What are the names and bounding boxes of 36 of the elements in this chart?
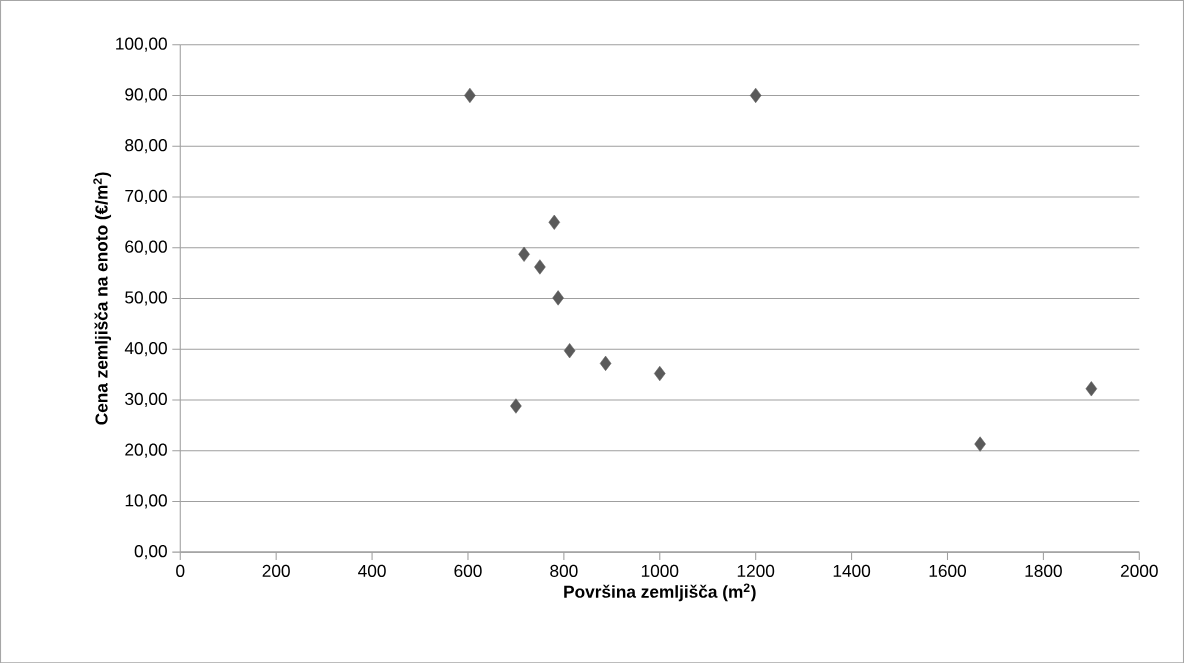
- x-tick-label: 400: [358, 564, 386, 577]
- x-axis-title: Površina zemljišča (m$^{2}$): [564, 583, 756, 602]
- point: [654, 365, 666, 381]
- y-tick-label: 30,00: [125, 392, 167, 407]
- y-tick-label: 70,00: [125, 189, 167, 204]
- point: [749, 87, 762, 103]
- point: [510, 398, 522, 414]
- point: [548, 214, 561, 230]
- y-tick-label: 10,00: [125, 494, 167, 509]
- x-tick-label: 1000: [641, 564, 679, 577]
- point: [464, 87, 476, 103]
- point: [1085, 381, 1098, 397]
- x-tick-label: 1600: [929, 564, 967, 577]
- point: [534, 259, 546, 275]
- x-tick-label: 1800: [1025, 564, 1062, 577]
- x-tick-label: 2000: [1120, 564, 1158, 577]
- point: [552, 290, 564, 306]
- x-tick-label: 800: [550, 564, 578, 577]
- x-tick-label: 600: [454, 564, 482, 577]
- point: [974, 436, 986, 452]
- y-tick-label: 90,00: [125, 88, 167, 103]
- y-tick-label: 20,00: [125, 443, 167, 458]
- point: [599, 355, 612, 371]
- y-tick-label: 50,00: [125, 291, 167, 306]
- y-tick-label: 40,00: [124, 341, 167, 357]
- y-tick-label: 0,00: [134, 544, 167, 560]
- x-tick-label: 0: [176, 564, 185, 577]
- y-tick-label: 100,00: [116, 37, 167, 52]
- y-axis-title: Cena zemljišča na enoto (€/m$^{2}$): [93, 172, 112, 425]
- y-tick-label: 80,00: [125, 138, 167, 154]
- point: [518, 246, 530, 262]
- y-tick-label: 60,00: [125, 240, 167, 255]
- x-tick-label: 1200: [737, 564, 775, 577]
- x-tick-label: 1400: [833, 564, 871, 577]
- point: [563, 342, 576, 359]
- x-tick-label: 200: [262, 564, 290, 577]
